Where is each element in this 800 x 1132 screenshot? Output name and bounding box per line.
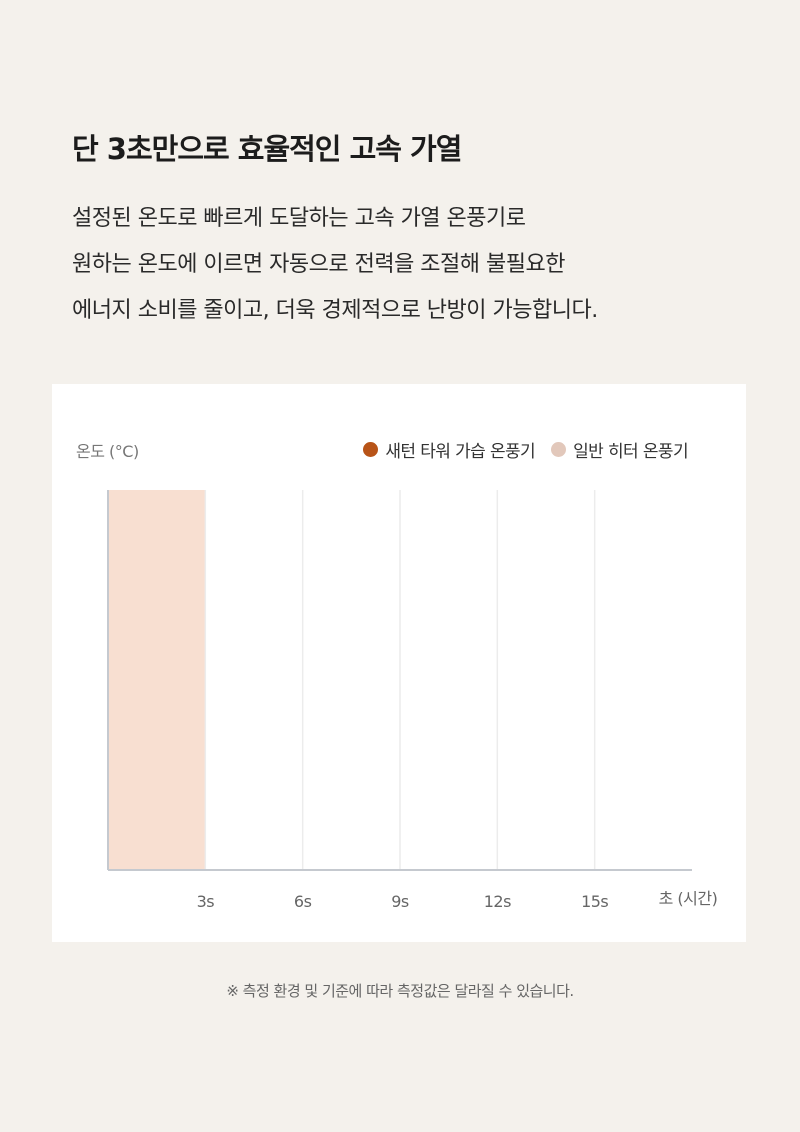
legend-label-saturn: 새턴 타워 가습 온풍기	[385, 442, 536, 462]
description-line: 에너지 소비를 줄이고, 더욱 경제적으로 난방이 가능합니다.	[72, 298, 598, 323]
x-tick-label: 9s	[391, 892, 409, 911]
description: 설정된 온도로 빠르게 도달하는 고속 가열 온풍기로 원하는 온도에 이르면 …	[72, 196, 772, 334]
headline: 단 3초만으로 효율적인 고속 가열	[72, 132, 462, 166]
legend-item-saturn: 새턴 타워 가습 온풍기	[363, 437, 536, 462]
description-line: 원하는 온도에 이르면 자동으로 전력을 조절해 불필요한	[72, 252, 565, 277]
x-tick-label: 12s	[484, 892, 511, 911]
footnote: ※ 측정 환경 및 기준에 따라 측정값은 달라질 수 있습니다.	[226, 982, 574, 1000]
legend-label-regular: 일반 히터 온풍기	[573, 442, 688, 462]
x-axis-label: 초 (시간)	[659, 889, 718, 908]
legend-item-regular: 일반 히터 온풍기	[551, 437, 689, 462]
chart-plot: 3s 6s 9s 12s 15s 초 (시간)	[107, 490, 718, 911]
x-tick-label: 6s	[294, 892, 312, 911]
legend-marker-regular	[551, 442, 567, 457]
description-line: 설정된 온도로 빠르게 도달하는 고속 가열 온풍기로	[72, 206, 526, 231]
legend-marker-saturn	[363, 442, 379, 457]
x-tick-label: 3s	[197, 892, 215, 911]
chart-legend: 새턴 타워 가습 온풍기 일반 히터 온풍기	[347, 437, 689, 462]
y-axis-label: 온도 (°C)	[76, 442, 139, 461]
highlight-band	[108, 490, 206, 870]
chart-card: 온도 (°C) 새턴 타워 가습 온풍기 일반 히터 온풍기 3s 6s 9s 12s…	[52, 384, 746, 942]
x-tick-label: 15s	[581, 892, 608, 911]
